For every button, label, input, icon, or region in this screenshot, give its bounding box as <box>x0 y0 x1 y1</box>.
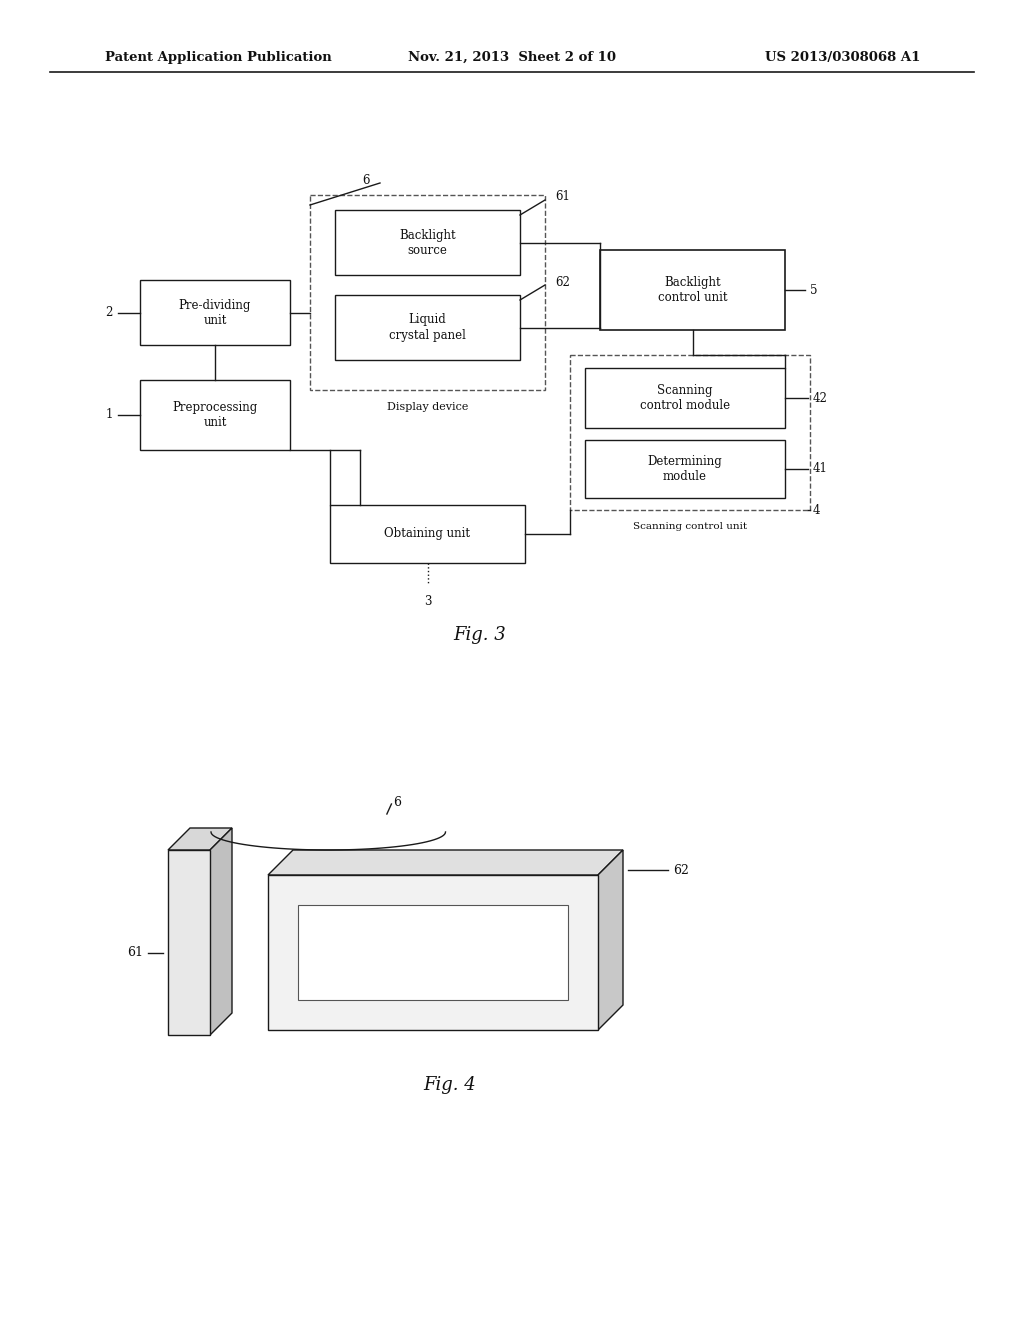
Polygon shape <box>168 828 232 850</box>
Text: Scanning control unit: Scanning control unit <box>633 521 748 531</box>
Text: 2: 2 <box>105 306 113 319</box>
Text: Liquid
crystal panel: Liquid crystal panel <box>389 314 466 342</box>
Bar <box>140 280 290 345</box>
Text: Fig. 4: Fig. 4 <box>424 1076 476 1094</box>
Text: Nov. 21, 2013  Sheet 2 of 10: Nov. 21, 2013 Sheet 2 of 10 <box>408 50 616 63</box>
Bar <box>570 355 810 510</box>
Text: 61: 61 <box>555 190 570 203</box>
Polygon shape <box>268 850 623 875</box>
Bar <box>585 440 785 498</box>
Bar <box>310 195 545 389</box>
Polygon shape <box>268 875 598 1030</box>
Text: Patent Application Publication: Patent Application Publication <box>105 50 332 63</box>
Text: 6: 6 <box>362 173 370 186</box>
Text: 4: 4 <box>813 503 820 516</box>
Bar <box>585 368 785 428</box>
Bar <box>140 380 290 450</box>
Bar <box>600 249 785 330</box>
Text: Backlight
source: Backlight source <box>399 228 456 256</box>
Polygon shape <box>598 850 623 1030</box>
Text: 61: 61 <box>127 946 143 960</box>
Text: 41: 41 <box>813 462 827 475</box>
Text: Determining
module: Determining module <box>647 455 722 483</box>
Polygon shape <box>210 828 232 1035</box>
Text: 42: 42 <box>813 392 827 404</box>
Text: Obtaining unit: Obtaining unit <box>384 528 470 540</box>
Text: US 2013/0308068 A1: US 2013/0308068 A1 <box>765 50 920 63</box>
Text: 5: 5 <box>810 284 817 297</box>
Text: Pre-dividing
unit: Pre-dividing unit <box>179 298 251 326</box>
Text: 62: 62 <box>555 276 570 289</box>
Polygon shape <box>168 850 210 1035</box>
Text: 62: 62 <box>673 863 689 876</box>
Text: Display device: Display device <box>387 403 468 412</box>
Text: Preprocessing
unit: Preprocessing unit <box>172 401 258 429</box>
Text: Scanning
control module: Scanning control module <box>640 384 730 412</box>
Text: 6: 6 <box>393 796 401 808</box>
Text: 3: 3 <box>424 595 431 609</box>
Text: Backlight
control unit: Backlight control unit <box>657 276 727 304</box>
Text: Fig. 3: Fig. 3 <box>454 626 507 644</box>
Bar <box>335 294 520 360</box>
Bar <box>298 906 568 1001</box>
Bar <box>330 506 525 564</box>
Text: 1: 1 <box>105 408 113 421</box>
Bar <box>335 210 520 275</box>
